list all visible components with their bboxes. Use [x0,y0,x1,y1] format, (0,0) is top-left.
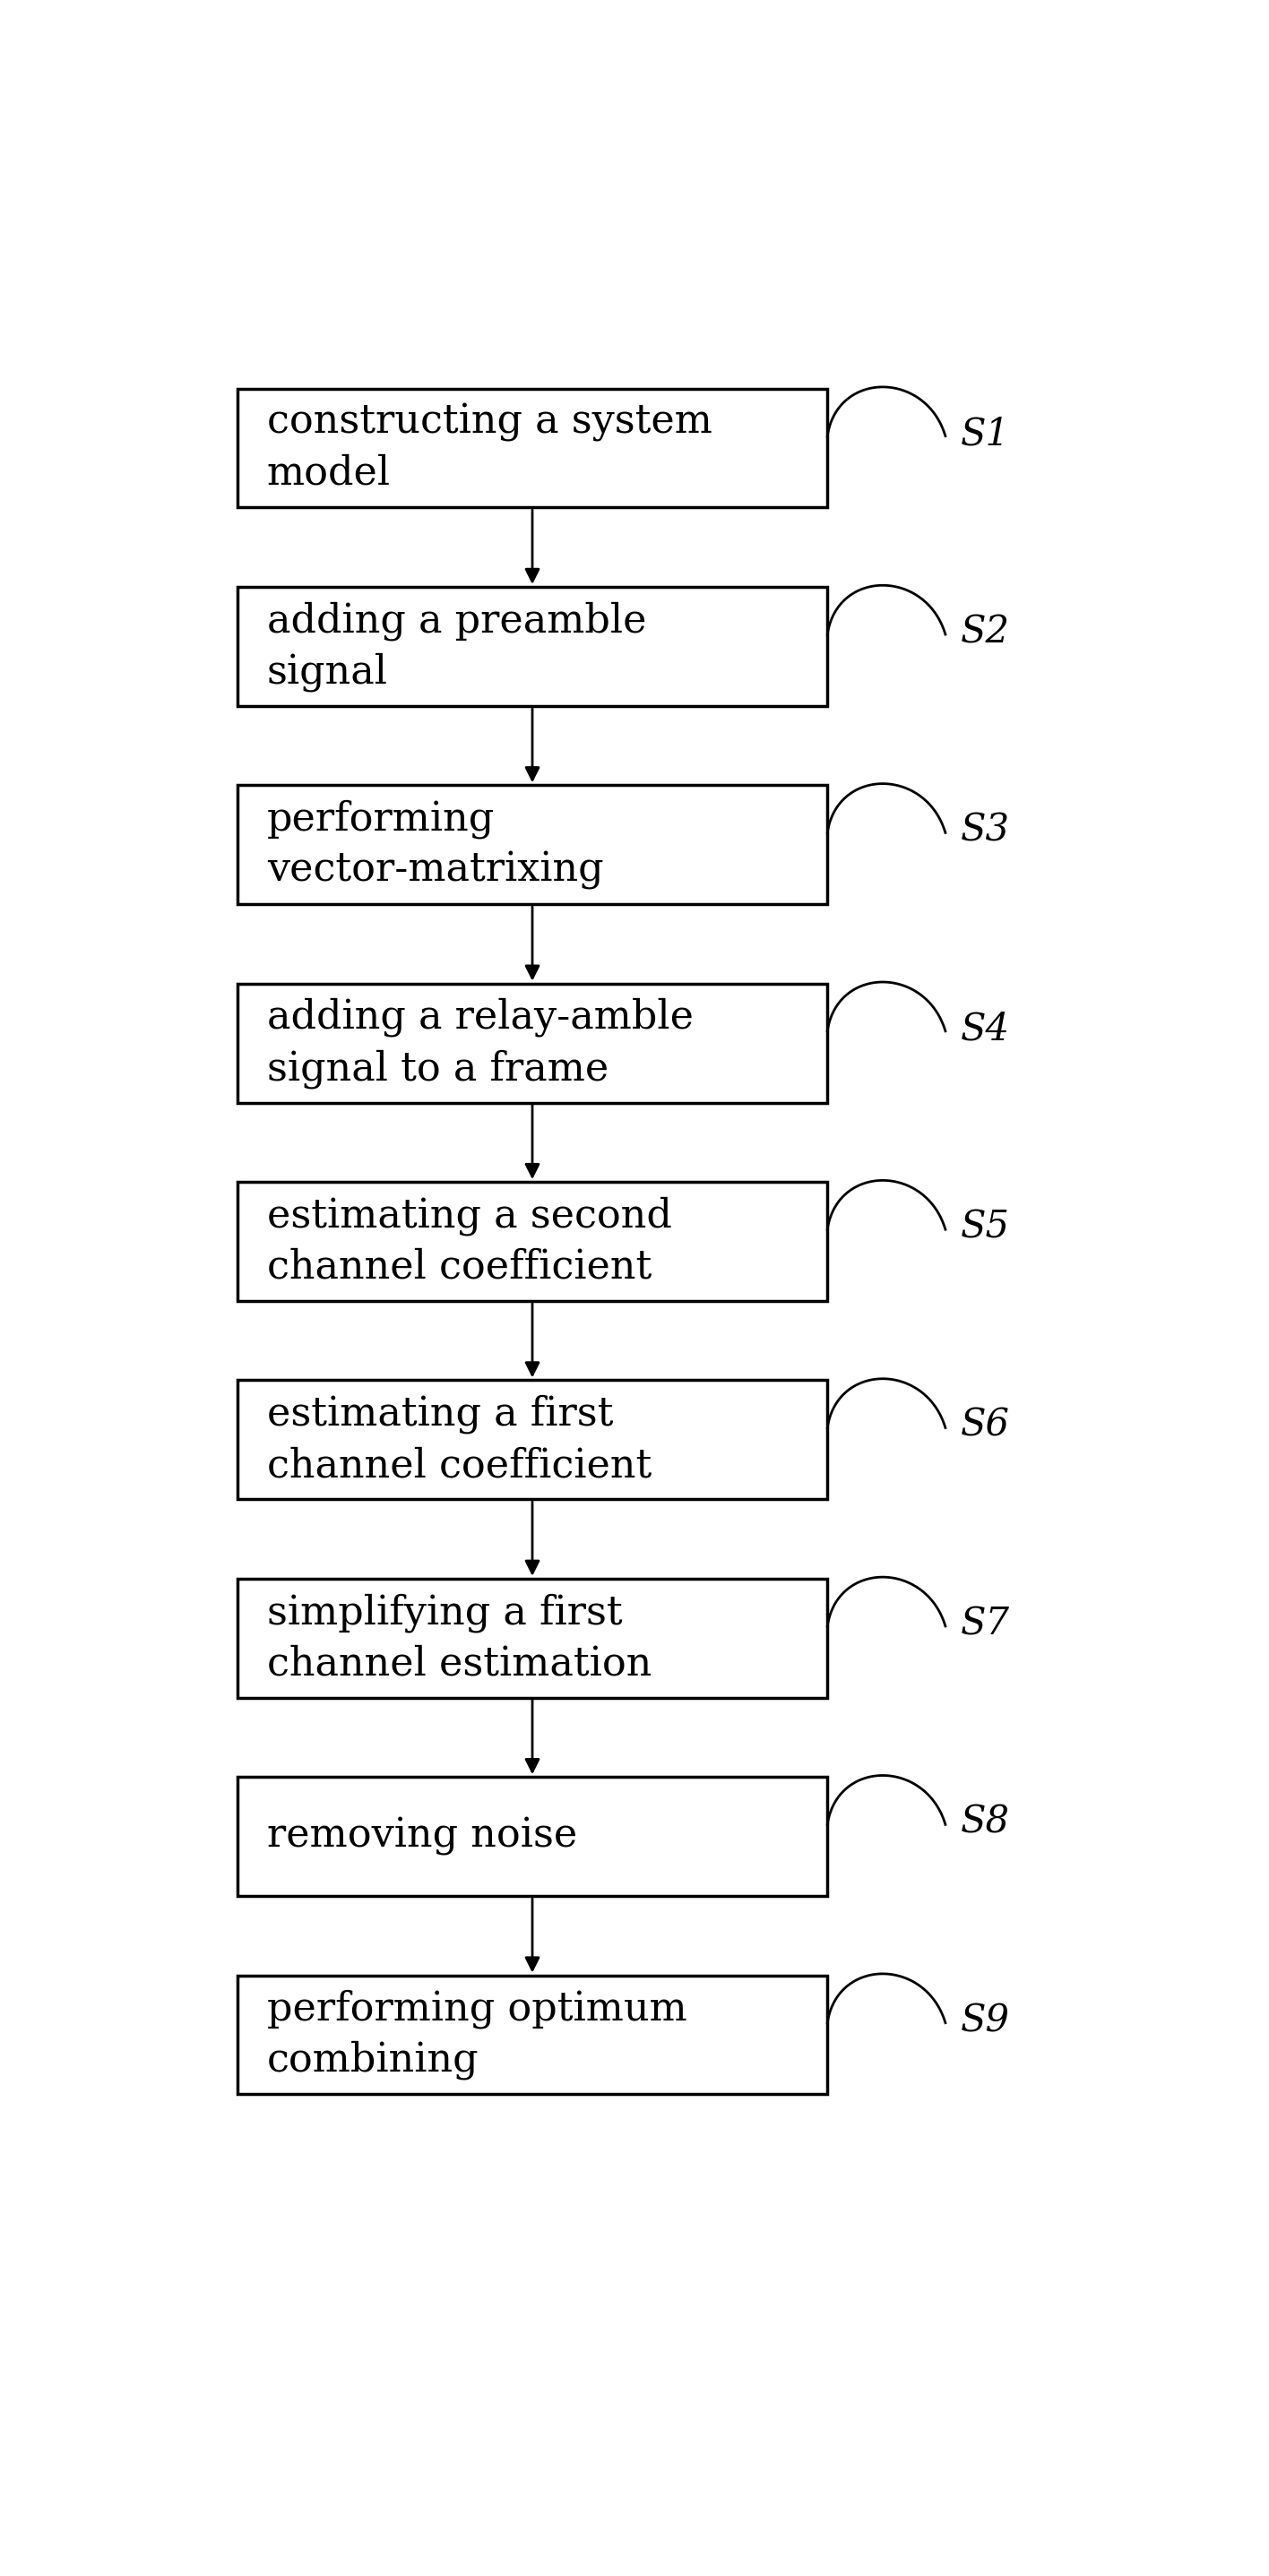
Text: S5: S5 [961,1208,1009,1247]
Text: S2: S2 [961,613,1009,652]
Bar [237,786,827,904]
Text: performing
vector-matrixing: performing vector-matrixing [266,799,604,889]
Bar [237,984,827,1103]
Bar [237,1777,827,1896]
Text: adding a preamble
signal: adding a preamble signal [266,600,646,690]
Text: S4: S4 [961,1010,1009,1048]
Text: S1: S1 [961,415,1009,453]
Text: S6: S6 [961,1406,1009,1445]
Text: constructing a system
model: constructing a system model [266,404,712,492]
Text: simplifying a first
channel estimation: simplifying a first channel estimation [266,1592,651,1682]
Bar [237,1976,827,2094]
Text: S3: S3 [961,811,1009,850]
Text: removing noise: removing noise [266,1816,577,1855]
Text: adding a relay-amble
signal to a frame: adding a relay-amble signal to a frame [266,997,693,1087]
Text: performing optimum
combining: performing optimum combining [266,1989,687,2079]
Bar [237,1182,827,1301]
Text: S8: S8 [961,1803,1009,1842]
Text: S7: S7 [961,1605,1009,1643]
Bar [237,389,827,507]
Text: estimating a first
channel coefficient: estimating a first channel coefficient [266,1394,651,1484]
Text: estimating a second
channel coefficient: estimating a second channel coefficient [266,1195,671,1285]
Bar [237,1381,827,1499]
Bar [237,587,827,706]
Text: S9: S9 [961,2002,1009,2040]
Bar [237,1579,827,1698]
